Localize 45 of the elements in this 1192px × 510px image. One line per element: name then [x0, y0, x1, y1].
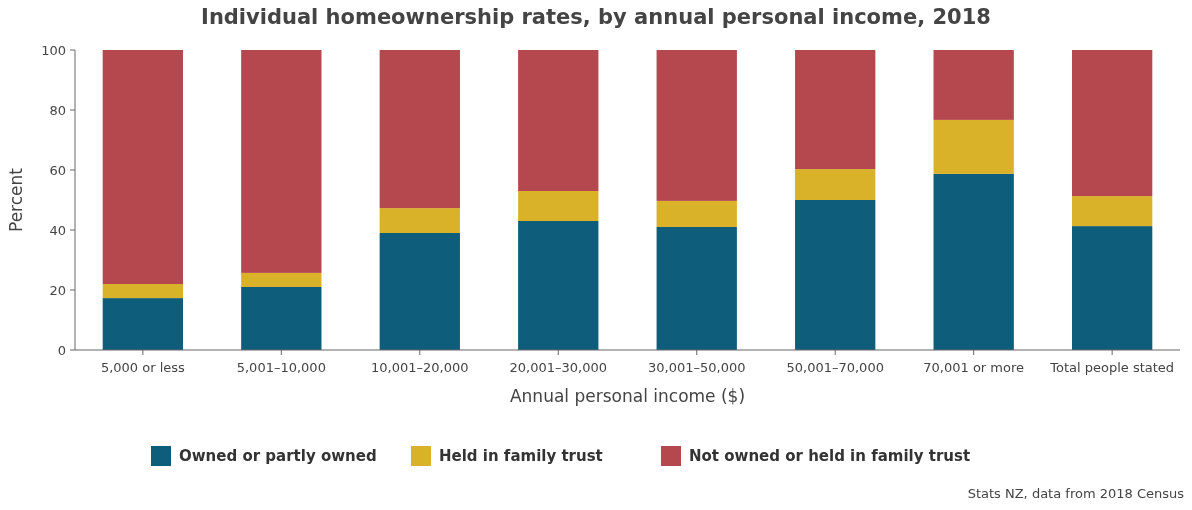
bar — [518, 50, 599, 191]
bar — [102, 50, 184, 284]
y-tick-label: 80 — [49, 102, 66, 118]
bar — [379, 233, 460, 350]
bar — [933, 119, 1014, 174]
bar — [102, 284, 184, 299]
bar — [1071, 226, 1153, 350]
x-tick-label: 5,000 or less — [100, 360, 186, 375]
bar — [1071, 196, 1153, 227]
x-tick-label: 50,001–70,000 — [786, 360, 884, 375]
chart-title: Individual homeownership rates, by annual personal income, 2018 — [201, 5, 991, 29]
x-tick-label: 70,001 or more — [923, 360, 1025, 375]
bar — [795, 200, 876, 350]
y-axis-title: Percent — [6, 167, 26, 232]
y-tick-label: 60 — [49, 162, 66, 178]
y-tick-label: 0 — [57, 342, 66, 358]
bar — [656, 50, 737, 201]
legend-label: Owned or partly owned — [179, 447, 377, 466]
text: Stats NZ, data from 2018 Census — [967, 486, 1185, 501]
legend-label: Held in family trust — [439, 447, 603, 466]
x-tick-label: 30,001–50,000 — [647, 360, 746, 375]
x-axis-title: Annual personal income ($) — [509, 386, 746, 406]
bar — [379, 208, 460, 233]
bar — [379, 50, 460, 209]
bar — [241, 287, 322, 350]
y-tick-label: 100 — [41, 42, 66, 58]
bar — [933, 50, 1014, 120]
bar — [933, 173, 1014, 350]
bar — [795, 50, 876, 170]
y-tick-label: 20 — [49, 282, 66, 298]
bar — [241, 50, 322, 273]
x-tick-label: 10,001–20,000 — [371, 360, 469, 375]
x-tick-label: 20,001–30,000 — [509, 360, 608, 375]
bar — [241, 272, 322, 287]
y-tick-label: 40 — [49, 222, 66, 238]
bar — [656, 227, 737, 350]
x-tick-label: Total people stated — [1049, 360, 1175, 375]
legend-label: Not owned or held in family trust — [689, 447, 971, 466]
bar — [656, 200, 737, 227]
bar — [518, 191, 599, 221]
x-tick-label: 5,001–10,000 — [236, 360, 326, 375]
bar — [518, 221, 599, 350]
bar — [1071, 50, 1153, 197]
bar — [795, 169, 876, 200]
bar — [102, 298, 184, 350]
